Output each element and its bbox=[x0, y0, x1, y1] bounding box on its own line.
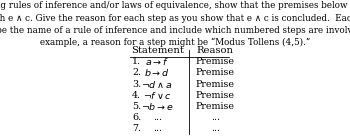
Text: Premise: Premise bbox=[196, 79, 235, 89]
Text: 4.: 4. bbox=[132, 91, 141, 100]
Text: $\neg f \vee c$: $\neg f \vee c$ bbox=[143, 90, 172, 101]
Text: Premise: Premise bbox=[196, 91, 235, 100]
Text: 5.: 5. bbox=[132, 102, 141, 111]
Text: ...: ... bbox=[153, 124, 162, 133]
Text: $b \rightarrow d$: $b \rightarrow d$ bbox=[144, 68, 170, 79]
Text: 6.: 6. bbox=[132, 113, 141, 122]
Text: ...: ... bbox=[153, 113, 162, 122]
Text: 3.: 3. bbox=[132, 79, 141, 89]
Text: Reason: Reason bbox=[197, 46, 234, 55]
Text: 7.: 7. bbox=[132, 124, 141, 133]
Text: Statement: Statement bbox=[131, 46, 184, 55]
Text: Premise: Premise bbox=[196, 57, 235, 66]
Text: Premise: Premise bbox=[196, 68, 235, 78]
Text: ...: ... bbox=[211, 113, 220, 122]
Text: Using rules of inference and/or laws of equivalence, show that the premises belo: Using rules of inference and/or laws of … bbox=[0, 2, 350, 47]
Text: 1.: 1. bbox=[132, 57, 141, 66]
Text: $\neg b \rightarrow e$: $\neg b \rightarrow e$ bbox=[141, 101, 174, 112]
Text: Premise: Premise bbox=[196, 102, 235, 111]
Text: 2.: 2. bbox=[132, 68, 141, 78]
Text: ...: ... bbox=[211, 124, 220, 133]
Text: $a \rightarrow f$: $a \rightarrow f$ bbox=[145, 56, 169, 67]
Text: $\neg d \wedge a$: $\neg d \wedge a$ bbox=[141, 79, 173, 89]
